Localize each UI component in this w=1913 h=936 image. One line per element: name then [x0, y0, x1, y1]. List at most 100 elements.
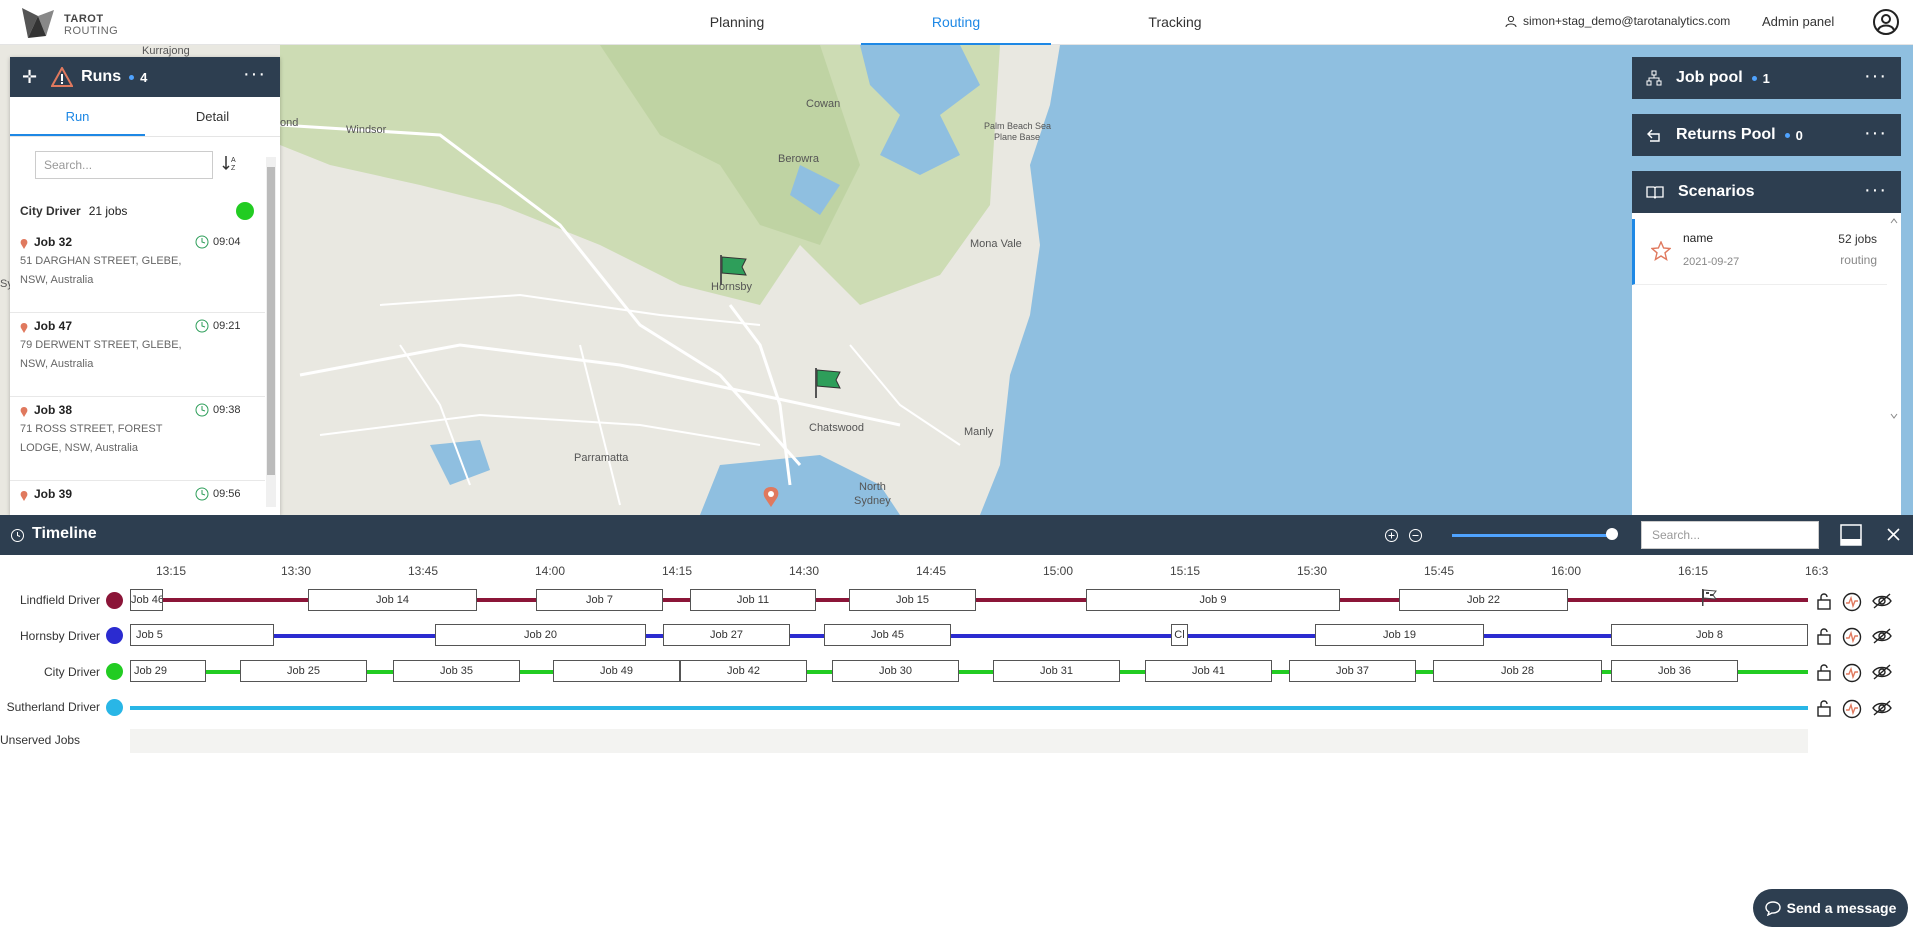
- job-block[interactable]: Job 19: [1315, 624, 1484, 646]
- unlock-icon[interactable]: [1816, 627, 1832, 645]
- unlock-icon[interactable]: [1816, 592, 1832, 610]
- time-tick: 16:15: [1678, 564, 1709, 578]
- driver-color-dot: [106, 663, 123, 680]
- unserved-jobs-track[interactable]: [130, 729, 1808, 753]
- app-logo[interactable]: TAROT ROUTING: [20, 6, 140, 40]
- more-options-icon[interactable]: ···: [1864, 65, 1887, 87]
- scroll-down-icon[interactable]: [1890, 413, 1898, 419]
- tab-routing[interactable]: Routing: [861, 0, 1051, 45]
- dock-panel-icon[interactable]: [1840, 524, 1862, 546]
- scenario-item[interactable]: name 2021-09-27 52 jobs routing: [1632, 219, 1887, 285]
- job-block[interactable]: Job 41: [1145, 660, 1272, 682]
- finish-flag-icon[interactable]: [1700, 587, 1718, 607]
- hide-route-icon[interactable]: [1872, 627, 1892, 645]
- map-canvas[interactable]: [0, 45, 1913, 515]
- depot-flag-icon[interactable]: [720, 255, 747, 285]
- job-block[interactable]: Job 27: [663, 624, 790, 646]
- job-card[interactable]: Job 38 09:38 71 ROSS STREET, FOREST LODGE…: [10, 397, 265, 481]
- job-block[interactable]: Job 28: [1433, 660, 1602, 682]
- scroll-up-icon[interactable]: [1890, 218, 1898, 224]
- job-block[interactable]: Job 9: [1086, 589, 1340, 611]
- timeline-search-input[interactable]: Search...: [1641, 521, 1819, 549]
- job-block[interactable]: Job 25: [240, 660, 367, 682]
- zoom-slider-handle[interactable]: [1606, 528, 1618, 540]
- scenario-jobs: 52 jobs: [1838, 232, 1877, 246]
- job-block[interactable]: Job 15: [849, 589, 976, 611]
- driver-header[interactable]: City Driver 21 jobs: [10, 193, 280, 229]
- map-label: Mona Vale: [970, 238, 1022, 250]
- zoom-slider[interactable]: [1452, 534, 1612, 537]
- row-label: Lindfield Driver: [19, 593, 100, 607]
- job-address-line1: 71 ROSS STREET, FOREST: [20, 423, 163, 435]
- depot-flag-icon[interactable]: [815, 368, 841, 398]
- job-block[interactable]: Job 14: [308, 589, 477, 611]
- unserved-jobs-label: Unserved Jobs: [0, 733, 81, 747]
- job-block[interactable]: Job 29: [130, 660, 206, 682]
- job-block[interactable]: Job 46: [130, 589, 163, 611]
- time-tick: 14:30: [789, 564, 820, 578]
- job-block[interactable]: Cl: [1171, 624, 1188, 646]
- job-block[interactable]: Job 8: [1611, 624, 1808, 646]
- job-block[interactable]: Job 11: [690, 589, 816, 611]
- scenarios-panel[interactable]: Scenarios ···: [1632, 171, 1901, 213]
- hide-route-icon[interactable]: [1872, 663, 1892, 681]
- job-block[interactable]: Job 42: [680, 660, 807, 682]
- job-block[interactable]: Job 22: [1399, 589, 1568, 611]
- zoom-in-icon[interactable]: [1384, 528, 1399, 543]
- zoom-out-icon[interactable]: [1408, 528, 1423, 543]
- job-card[interactable]: Job 32 09:04 51 DARGHAN STREET, GLEBE, NS…: [10, 229, 265, 313]
- tab-run[interactable]: Run: [10, 97, 145, 136]
- job-block[interactable]: Job 36: [1611, 660, 1738, 682]
- job-block[interactable]: Job 31: [993, 660, 1120, 682]
- time-tick: 15:15: [1170, 564, 1201, 578]
- returns-pool-panel[interactable]: Returns Pool 0 ···: [1632, 114, 1901, 156]
- unlock-icon[interactable]: [1816, 699, 1832, 717]
- more-options-icon[interactable]: ···: [1864, 122, 1887, 144]
- map-label: North: [859, 481, 886, 493]
- tab-detail[interactable]: Detail: [195, 109, 230, 124]
- job-block[interactable]: Job 49: [553, 660, 680, 682]
- clock-icon: [195, 403, 209, 417]
- tab-planning[interactable]: Planning: [709, 14, 765, 30]
- job-pool-panel[interactable]: Job pool 1 ···: [1632, 57, 1901, 99]
- more-options-icon[interactable]: ···: [243, 63, 266, 85]
- job-card[interactable]: Job 39 09:56: [10, 481, 265, 515]
- sort-icon[interactable]: A Z: [222, 154, 240, 172]
- close-icon[interactable]: [1887, 528, 1900, 541]
- runs-search-input[interactable]: Search...: [35, 151, 213, 179]
- job-marker-icon[interactable]: [763, 487, 779, 507]
- row-actions: [1816, 592, 1892, 612]
- optimize-route-icon[interactable]: [1842, 699, 1862, 719]
- runs-scrollbar[interactable]: [266, 157, 276, 507]
- more-options-icon[interactable]: ···: [1864, 179, 1887, 201]
- user-email[interactable]: simon+stag_demo@tarotanalytics.com: [1505, 14, 1730, 28]
- account-circle-icon[interactable]: [1872, 8, 1900, 36]
- send-message-button[interactable]: Send a message: [1753, 889, 1908, 927]
- job-block[interactable]: Job 7: [536, 589, 663, 611]
- star-icon[interactable]: [1651, 241, 1671, 261]
- map-view[interactable]: Kurrajong ond Windsor Cowan Berowra Palm…: [0, 45, 1913, 515]
- scrollbar-thumb[interactable]: [267, 167, 275, 475]
- job-block[interactable]: Job 20: [435, 624, 646, 646]
- map-label: Plane Base: [994, 132, 1041, 142]
- tab-tracking[interactable]: Tracking: [1148, 14, 1202, 30]
- move-icon[interactable]: ✛: [22, 66, 38, 87]
- job-block[interactable]: Job 30: [832, 660, 959, 682]
- optimize-route-icon[interactable]: [1842, 663, 1862, 683]
- driver-name: City Driver: [20, 204, 81, 218]
- job-block[interactable]: Job 45: [824, 624, 951, 646]
- row-label: Hornsby Driver: [19, 629, 100, 643]
- optimize-route-icon[interactable]: [1842, 627, 1862, 647]
- job-card[interactable]: Job 47 09:21 79 DERWENT STREET, GLEBE, NS…: [10, 313, 265, 397]
- job-time: 09:21: [213, 320, 241, 332]
- optimize-route-icon[interactable]: [1842, 592, 1862, 612]
- admin-panel-link[interactable]: Admin panel: [1762, 14, 1835, 29]
- unlock-icon[interactable]: [1816, 663, 1832, 681]
- job-block[interactable]: Job 35: [393, 660, 520, 682]
- job-name: Job 38: [34, 403, 73, 417]
- hide-route-icon[interactable]: [1872, 592, 1892, 610]
- job-block[interactable]: Job 5: [130, 624, 274, 646]
- hide-route-icon[interactable]: [1872, 699, 1892, 717]
- job-block[interactable]: Job 37: [1289, 660, 1416, 682]
- location-pin-icon: [20, 407, 28, 417]
